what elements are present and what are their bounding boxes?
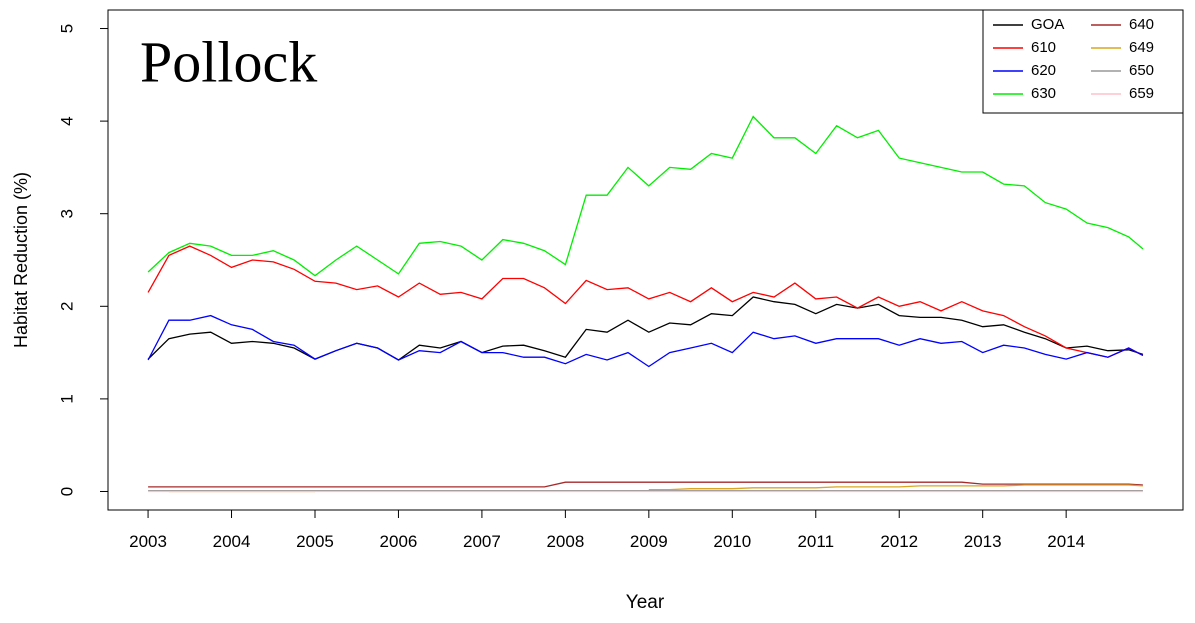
legend-label: GOA	[1031, 16, 1064, 33]
x-tick-label: 2012	[880, 532, 918, 551]
x-tick-label: 2004	[213, 532, 251, 551]
series-line	[147, 314, 1144, 368]
series-line	[147, 245, 1144, 358]
x-tick-label: 2006	[380, 532, 418, 551]
x-tick-label: 2007	[463, 532, 501, 551]
y-axis-label: Habitat Reduction (%)	[11, 172, 31, 348]
plot-frame	[107, 9, 1184, 511]
x-tick-label: 2010	[713, 532, 751, 551]
x-tick-label: 2008	[546, 532, 584, 551]
legend-label: 640	[1129, 16, 1154, 33]
legend-label: 620	[1031, 62, 1056, 79]
y-tick-label: 1	[57, 394, 76, 403]
series-line	[148, 481, 1143, 488]
series-line	[147, 296, 1144, 361]
series-line	[147, 115, 1144, 277]
legend-box	[982, 9, 1184, 114]
legend-label: 650	[1129, 62, 1154, 79]
legend-label: 610	[1031, 39, 1056, 56]
y-tick-label: 4	[57, 116, 76, 125]
y-tick-label: 3	[57, 209, 76, 218]
legend-label: 630	[1031, 85, 1056, 102]
chart-title: Pollock	[140, 29, 317, 94]
y-tick-label: 5	[57, 24, 76, 33]
x-axis-label: Year	[626, 592, 665, 613]
x-tick-label: 2011	[797, 532, 834, 551]
x-tick-label: 2014	[1047, 532, 1085, 551]
x-tick-label: 2005	[296, 532, 334, 551]
legend-label: 649	[1129, 39, 1154, 56]
x-tick-label: 2003	[129, 532, 167, 551]
y-tick-label: 2	[57, 302, 76, 311]
x-tick-label: 2009	[630, 532, 668, 551]
y-tick-label: 0	[57, 487, 76, 496]
x-tick-label: 2013	[964, 532, 1002, 551]
legend-label: 659	[1129, 85, 1154, 102]
